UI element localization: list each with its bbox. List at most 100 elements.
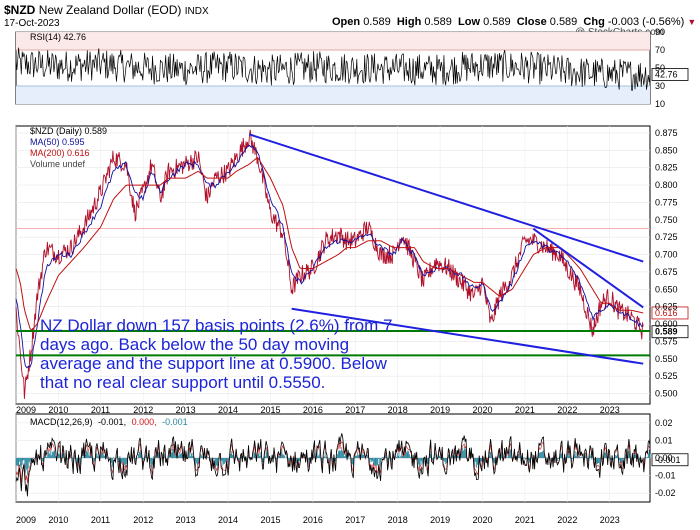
macd-x-tick-label: 2019 bbox=[430, 515, 450, 525]
price-x-tick-label: 2015 bbox=[260, 405, 280, 415]
low-value: 0.589 bbox=[483, 16, 511, 28]
annotation-line-3: average and the support line at 0.5900. … bbox=[40, 354, 387, 373]
macd-x-tick-label: 2023 bbox=[600, 515, 620, 525]
macd-x-tick-label: 2017 bbox=[345, 515, 365, 525]
macd-line bbox=[15, 433, 651, 497]
price-series: 0.616 0.589 bbox=[15, 129, 689, 399]
macd-tick-label: 0.02 bbox=[655, 418, 673, 428]
price-x-tick-label: 2022 bbox=[557, 405, 577, 415]
price-x-tick-label: 2009 bbox=[16, 405, 36, 415]
macd-x-tick-label: 2009 bbox=[16, 515, 36, 525]
high-value: 0.589 bbox=[424, 16, 452, 28]
open-value: 0.589 bbox=[363, 16, 391, 28]
rsi-overbought-zone bbox=[16, 32, 650, 50]
macd-tick-label: 0.00 bbox=[655, 453, 673, 463]
rsi-legend: RSI(14) 42.76 bbox=[30, 32, 86, 42]
price-x-tick-label: 2017 bbox=[345, 405, 365, 415]
macd-legend-v1: -0.001, bbox=[98, 417, 126, 427]
exchange: INDX bbox=[184, 6, 209, 17]
trendline bbox=[532, 228, 644, 309]
trendline bbox=[248, 133, 644, 263]
annotation-text: NZ Dollar down 157 basis points (2.6%) f… bbox=[40, 316, 440, 392]
rsi-tick-label: 30 bbox=[655, 81, 665, 91]
macd-last-value: -0.001 bbox=[655, 455, 681, 465]
rsi-oversold-zone bbox=[16, 86, 650, 104]
rsi-tick-label: 70 bbox=[655, 45, 665, 55]
chg-label: Chg bbox=[583, 16, 605, 28]
close-value: 0.589 bbox=[549, 16, 578, 28]
annotation-line-4: that no real clear support until 0.5550. bbox=[40, 373, 326, 392]
price-tick-label: 0.850 bbox=[655, 145, 678, 155]
price-line bbox=[15, 129, 644, 399]
macd-tick-label: 0.01 bbox=[655, 435, 673, 445]
price-x-tick-label: 2013 bbox=[176, 405, 196, 415]
price-tick-label: 0.675 bbox=[655, 267, 678, 277]
low-label: Low bbox=[458, 16, 481, 28]
ma200-last-value-box bbox=[651, 306, 689, 320]
macd-x-tick-label: 2011 bbox=[91, 515, 110, 525]
macd-tick-label: -0.01 bbox=[655, 471, 676, 481]
price-tick-label: 0.825 bbox=[655, 163, 678, 173]
price-x-tick-label: 2019 bbox=[430, 405, 450, 415]
rsi-series: 42.76 bbox=[15, 47, 689, 91]
macd-x-tick-label: 2018 bbox=[388, 515, 408, 525]
macd-legend-label: MACD(12,26,9) bbox=[30, 417, 93, 427]
price-last-value: 0.589 bbox=[655, 327, 678, 337]
macd-x-tick-label: 2022 bbox=[557, 515, 577, 525]
price-x-tick-label: 2014 bbox=[218, 405, 238, 415]
chg-value: -0.003 (-0.56%) bbox=[607, 16, 685, 28]
macd-legend-v3: -0.001 bbox=[162, 417, 188, 427]
price-tick-label: 0.550 bbox=[655, 354, 678, 364]
macd-x-tick-label: 2016 bbox=[303, 515, 323, 525]
macd-x-tick-label: 2014 bbox=[218, 515, 238, 525]
rsi-tick-label: 50 bbox=[655, 63, 665, 73]
open-label: Open bbox=[332, 16, 361, 28]
price-tick-label: 0.500 bbox=[655, 389, 678, 399]
symbol: $NZD bbox=[4, 3, 36, 17]
annotation-line-2: days ago. Back below the 50 day moving bbox=[40, 335, 350, 354]
price-tick-label: 0.875 bbox=[655, 128, 678, 138]
rsi-last-value-box bbox=[651, 68, 689, 81]
price-x-tick-label: 2016 bbox=[303, 405, 323, 415]
price-x-tick-label: 2020 bbox=[472, 405, 492, 415]
price-tick-label: 0.800 bbox=[655, 180, 678, 190]
macd-last-value-box bbox=[651, 453, 689, 467]
macd-x-tick-label: 2020 bbox=[472, 515, 492, 525]
macd-x-tick-label: 2015 bbox=[260, 515, 280, 525]
macd-x-tick-label: 2012 bbox=[133, 515, 153, 525]
chart-title: $NZD New Zealand Dollar (EOD) INDX bbox=[4, 4, 209, 18]
price-tick-label: 0.700 bbox=[655, 250, 678, 260]
ma200-last-value: 0.616 bbox=[655, 308, 678, 318]
price-x-tick-label: 2011 bbox=[91, 405, 110, 415]
price-tick-label: 0.650 bbox=[655, 284, 678, 294]
axis-labels: 90 70 50 30 10 0.875 0.850 0.825 0.800 0.775 0.750… bbox=[16, 27, 678, 525]
ma200-legend: MA(200) 0.616 bbox=[30, 148, 90, 158]
price-tick-label: 0.750 bbox=[655, 215, 678, 225]
price-legend: $NZD (Daily) 0.589 bbox=[30, 126, 107, 136]
price-tick-label: 0.725 bbox=[655, 232, 678, 242]
price-x-tick-label: 2018 bbox=[388, 405, 408, 415]
rsi-line bbox=[15, 47, 651, 91]
trendline bbox=[291, 307, 644, 365]
price-last-value-box bbox=[651, 325, 689, 339]
price-tick-label: 0.625 bbox=[655, 302, 678, 312]
price-tick-label: 0.575 bbox=[655, 336, 678, 346]
high-label: High bbox=[396, 16, 422, 28]
price-x-tick-label: 2021 bbox=[515, 405, 535, 415]
price-x-tick-label: 2010 bbox=[48, 405, 68, 415]
price-x-tick-label: 2023 bbox=[600, 405, 620, 415]
price-x-tick-label: 2012 bbox=[133, 405, 153, 415]
ma200-line bbox=[15, 156, 644, 331]
chart-date: 17-Oct-2023 bbox=[4, 18, 60, 29]
macd-legend-v2: 0.000, bbox=[132, 417, 157, 427]
macd-x-tick-label: 2021 bbox=[515, 515, 535, 525]
close-label: Close bbox=[516, 16, 547, 28]
rsi-tick-label: 90 bbox=[655, 27, 665, 37]
price-panel bbox=[15, 125, 651, 405]
ma50-legend: MA(50) 0.595 bbox=[30, 137, 85, 147]
ma50-line bbox=[15, 144, 644, 369]
price-tick-label: 0.600 bbox=[655, 319, 678, 329]
price-tick-label: 0.775 bbox=[655, 197, 678, 207]
macd-x-tick-label: 2010 bbox=[48, 515, 68, 525]
